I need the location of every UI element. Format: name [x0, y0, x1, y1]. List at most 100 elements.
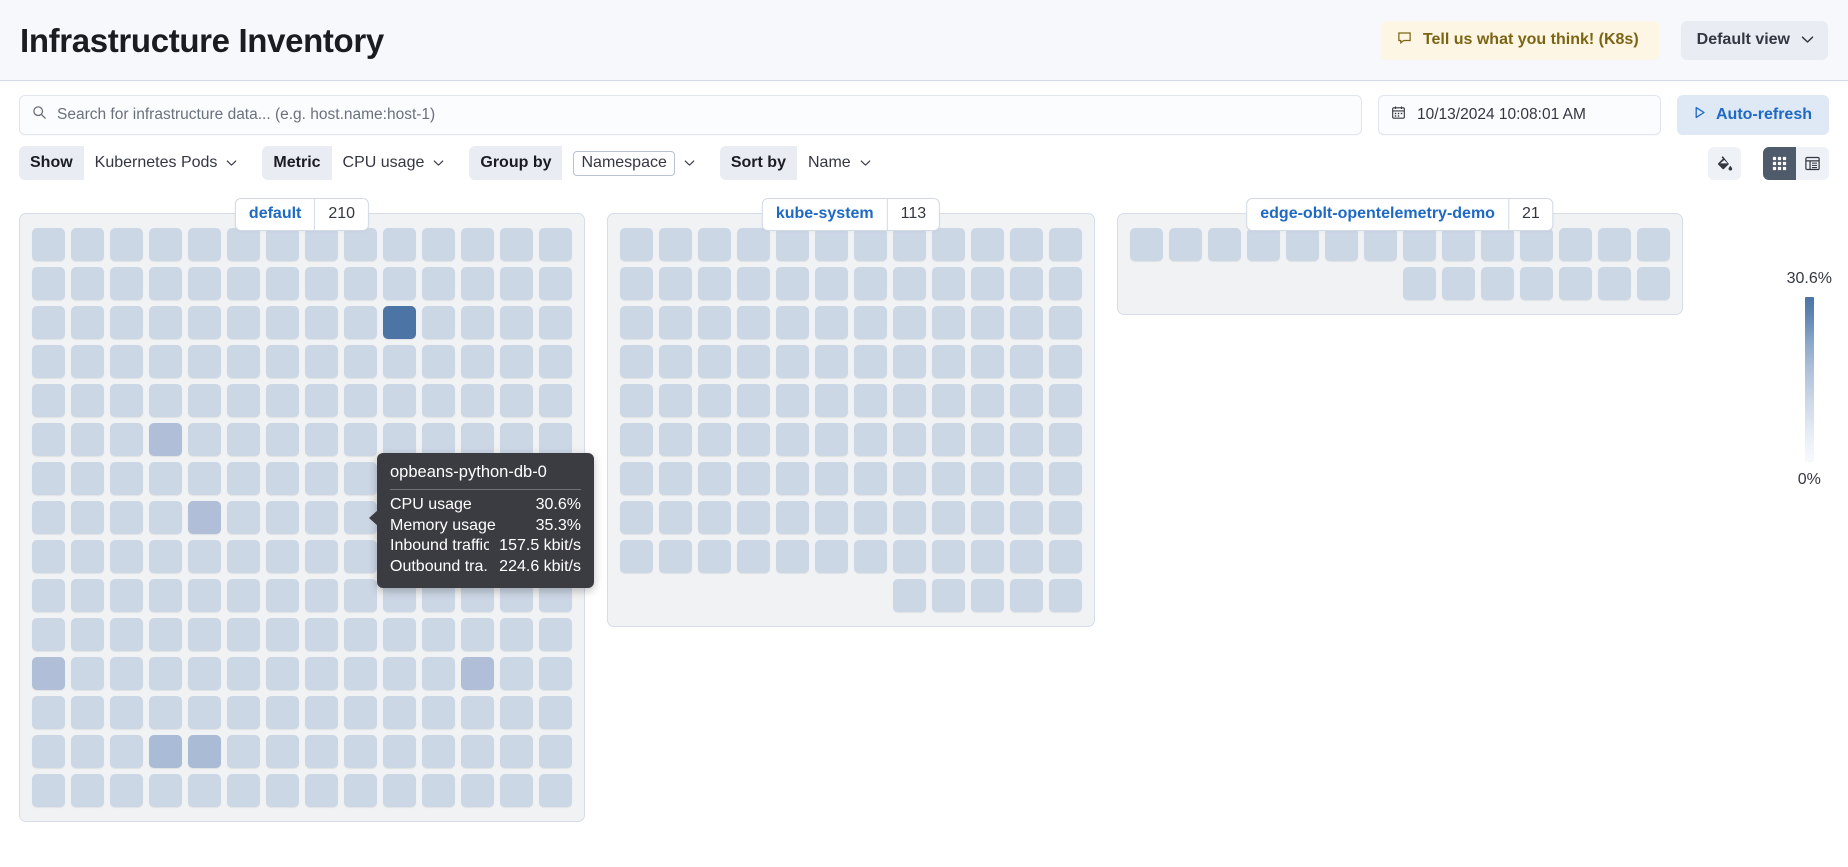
waffle-cell[interactable]: [854, 306, 887, 339]
waffle-cell[interactable]: [698, 423, 731, 456]
waffle-cell[interactable]: [776, 462, 809, 495]
waffle-cell[interactable]: [422, 267, 455, 300]
waffle-cell[interactable]: [1520, 267, 1553, 300]
waffle-cell[interactable]: [1049, 267, 1082, 300]
waffle-cell[interactable]: [344, 657, 377, 690]
waffle-cell[interactable]: [227, 345, 260, 378]
waffle-cell[interactable]: [854, 501, 887, 534]
waffle-cell[interactable]: [500, 657, 533, 690]
waffle-cell[interactable]: [1481, 228, 1514, 261]
waffle-cell[interactable]: [149, 462, 182, 495]
waffle-cell[interactable]: [1520, 228, 1553, 261]
waffle-cell[interactable]: [539, 384, 572, 417]
waffle-cell[interactable]: [854, 228, 887, 261]
waffle-cell[interactable]: [422, 735, 455, 768]
waffle-cell[interactable]: [149, 384, 182, 417]
waffle-cell[interactable]: [227, 267, 260, 300]
waffle-cell[interactable]: [344, 423, 377, 456]
waffle-cell[interactable]: [266, 345, 299, 378]
waffle-cell[interactable]: [1559, 228, 1592, 261]
waffle-cell[interactable]: [932, 540, 965, 573]
waffle-cell[interactable]: [854, 384, 887, 417]
waffle-cell[interactable]: [227, 774, 260, 807]
waffle-cell[interactable]: [344, 228, 377, 261]
waffle-cell[interactable]: [893, 501, 926, 534]
waffle-cell[interactable]: [461, 345, 494, 378]
waffle-cell[interactable]: [620, 267, 653, 300]
waffle-cell[interactable]: [737, 423, 770, 456]
waffle-cell[interactable]: [1049, 306, 1082, 339]
waffle-cell[interactable]: [971, 501, 1004, 534]
waffle-cell[interactable]: [227, 540, 260, 573]
waffle-cell[interactable]: [1481, 267, 1514, 300]
waffle-cell[interactable]: [32, 696, 65, 729]
waffle-cell[interactable]: [383, 228, 416, 261]
waffle-cell[interactable]: [1169, 228, 1202, 261]
waffle-cell[interactable]: [383, 618, 416, 651]
waffle-cell[interactable]: [227, 462, 260, 495]
waffle-cell[interactable]: [776, 345, 809, 378]
waffle-cell[interactable]: [422, 618, 455, 651]
waffle-cell[interactable]: [344, 306, 377, 339]
waffle-cell[interactable]: [71, 267, 104, 300]
waffle-cell[interactable]: [110, 696, 143, 729]
waffle-cell[interactable]: [383, 657, 416, 690]
waffle-cell[interactable]: [698, 540, 731, 573]
waffle-cell[interactable]: [1598, 267, 1631, 300]
group-header[interactable]: kube-system 113: [761, 198, 941, 231]
waffle-cell[interactable]: [266, 384, 299, 417]
waffle-cell[interactable]: [422, 306, 455, 339]
waffle-cell[interactable]: [227, 618, 260, 651]
waffle-cell[interactable]: [188, 735, 221, 768]
waffle-cell[interactable]: [737, 501, 770, 534]
waffle-cell[interactable]: [1010, 228, 1043, 261]
waffle-cell[interactable]: [188, 306, 221, 339]
waffle-cell[interactable]: [815, 462, 848, 495]
waffle-cell[interactable]: [305, 540, 338, 573]
waffle-cell[interactable]: [110, 618, 143, 651]
waffle-cell[interactable]: [266, 501, 299, 534]
waffle-cell[interactable]: [815, 501, 848, 534]
waffle-cell[interactable]: [344, 735, 377, 768]
waffle-cell[interactable]: [659, 345, 692, 378]
waffle-cell[interactable]: [71, 735, 104, 768]
waffle-cell[interactable]: [659, 423, 692, 456]
waffle-cell[interactable]: [149, 774, 182, 807]
waffle-cell[interactable]: [815, 345, 848, 378]
waffle-cell[interactable]: [266, 540, 299, 573]
waffle-cell[interactable]: [971, 228, 1004, 261]
waffle-cell[interactable]: [1637, 228, 1670, 261]
waffle-cell[interactable]: [344, 696, 377, 729]
waffle-cell[interactable]: [1403, 228, 1436, 261]
waffle-cell[interactable]: [1010, 579, 1043, 612]
waffle-cell[interactable]: [539, 345, 572, 378]
waffle-cell[interactable]: [305, 423, 338, 456]
waffle-cell[interactable]: [815, 267, 848, 300]
waffle-cell[interactable]: [620, 228, 653, 261]
waffle-cell[interactable]: [776, 306, 809, 339]
waffle-cell[interactable]: [422, 696, 455, 729]
waffle-cell[interactable]: [1049, 579, 1082, 612]
waffle-cell[interactable]: [71, 579, 104, 612]
waffle-cell[interactable]: [149, 696, 182, 729]
waffle-cell[interactable]: [500, 228, 533, 261]
waffle-cell[interactable]: [32, 228, 65, 261]
waffle-cell[interactable]: [698, 228, 731, 261]
waffle-cell[interactable]: [266, 657, 299, 690]
waffle-cell[interactable]: [71, 306, 104, 339]
waffle-cell[interactable]: [32, 501, 65, 534]
waffle-cell[interactable]: [110, 345, 143, 378]
default-view-button[interactable]: Default view: [1680, 20, 1828, 60]
waffle-cell[interactable]: [305, 345, 338, 378]
waffle-cell[interactable]: [539, 306, 572, 339]
waffle-cell[interactable]: [227, 696, 260, 729]
waffle-cell[interactable]: [500, 618, 533, 651]
waffle-cell[interactable]: [32, 462, 65, 495]
waffle-cell[interactable]: [893, 423, 926, 456]
waffle-cell[interactable]: [305, 501, 338, 534]
waffle-cell[interactable]: [893, 267, 926, 300]
waffle-cell[interactable]: [893, 228, 926, 261]
waffle-cell[interactable]: [854, 267, 887, 300]
waffle-cell[interactable]: [305, 774, 338, 807]
waffle-cell[interactable]: [539, 267, 572, 300]
